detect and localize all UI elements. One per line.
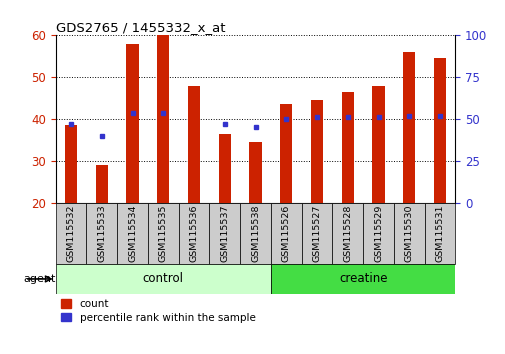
Text: agent: agent <box>23 274 56 284</box>
Text: GSM115532: GSM115532 <box>66 205 75 262</box>
Legend: count, percentile rank within the sample: count, percentile rank within the sample <box>61 299 255 322</box>
Text: GSM115533: GSM115533 <box>97 205 106 262</box>
Text: GSM115530: GSM115530 <box>404 205 413 262</box>
FancyBboxPatch shape <box>86 203 117 264</box>
FancyBboxPatch shape <box>270 264 454 294</box>
Bar <box>218 134 230 203</box>
Text: GDS2765 / 1455332_x_at: GDS2765 / 1455332_x_at <box>56 21 225 34</box>
FancyBboxPatch shape <box>301 203 332 264</box>
Bar <box>95 165 108 203</box>
Text: GSM115528: GSM115528 <box>342 205 351 262</box>
FancyBboxPatch shape <box>240 203 270 264</box>
Bar <box>372 86 384 203</box>
Text: GSM115535: GSM115535 <box>159 205 168 262</box>
Text: GSM115526: GSM115526 <box>281 205 290 262</box>
Bar <box>187 86 200 203</box>
Text: GSM115534: GSM115534 <box>128 205 137 262</box>
Bar <box>65 125 77 203</box>
FancyBboxPatch shape <box>56 203 86 264</box>
Bar <box>433 58 445 203</box>
FancyBboxPatch shape <box>209 203 240 264</box>
FancyBboxPatch shape <box>147 203 178 264</box>
Bar <box>310 100 323 203</box>
FancyBboxPatch shape <box>56 264 270 294</box>
FancyBboxPatch shape <box>393 203 424 264</box>
Bar <box>280 104 292 203</box>
Text: GSM115531: GSM115531 <box>435 205 444 262</box>
FancyBboxPatch shape <box>178 203 209 264</box>
FancyBboxPatch shape <box>424 203 454 264</box>
FancyBboxPatch shape <box>363 203 393 264</box>
FancyBboxPatch shape <box>332 203 363 264</box>
Text: control: control <box>142 273 183 285</box>
Bar <box>341 92 353 203</box>
Text: GSM115529: GSM115529 <box>373 205 382 262</box>
Text: GSM115536: GSM115536 <box>189 205 198 262</box>
Text: GSM115538: GSM115538 <box>250 205 260 262</box>
Text: creatine: creatine <box>338 273 387 285</box>
Text: GSM115527: GSM115527 <box>312 205 321 262</box>
Bar <box>157 35 169 203</box>
Bar <box>126 44 138 203</box>
FancyBboxPatch shape <box>270 203 301 264</box>
Bar <box>402 52 415 203</box>
FancyBboxPatch shape <box>117 203 147 264</box>
Bar <box>249 142 261 203</box>
Text: GSM115537: GSM115537 <box>220 205 229 262</box>
